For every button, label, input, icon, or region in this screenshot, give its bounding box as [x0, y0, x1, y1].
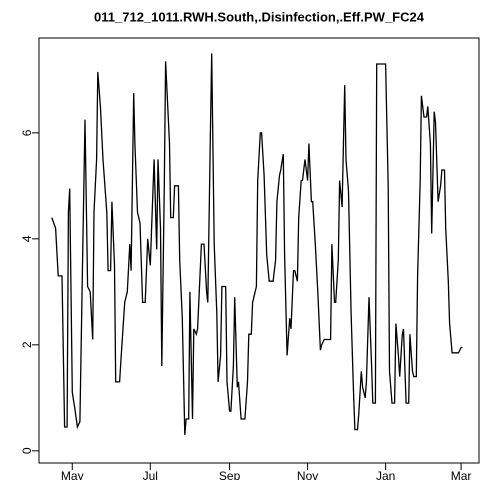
data-line [51, 53, 463, 435]
x-tick-label: Mar [451, 469, 472, 480]
chart-title: 011_712_1011.RWH.South,.Disinfection,.Ef… [94, 9, 425, 24]
y-tick-label: 4 [20, 235, 34, 242]
x-tick-label: Jul [143, 469, 158, 480]
y-tick-label: 2 [20, 341, 34, 348]
x-tick-label: Nov [297, 469, 318, 480]
x-tick-label: Sep [219, 469, 241, 480]
y-tick-label: 6 [20, 129, 34, 136]
x-tick-label: May [61, 469, 84, 480]
plot-box [38, 37, 480, 464]
y-tick-label: 0 [20, 447, 34, 454]
x-tick-label: Jan [376, 469, 395, 480]
